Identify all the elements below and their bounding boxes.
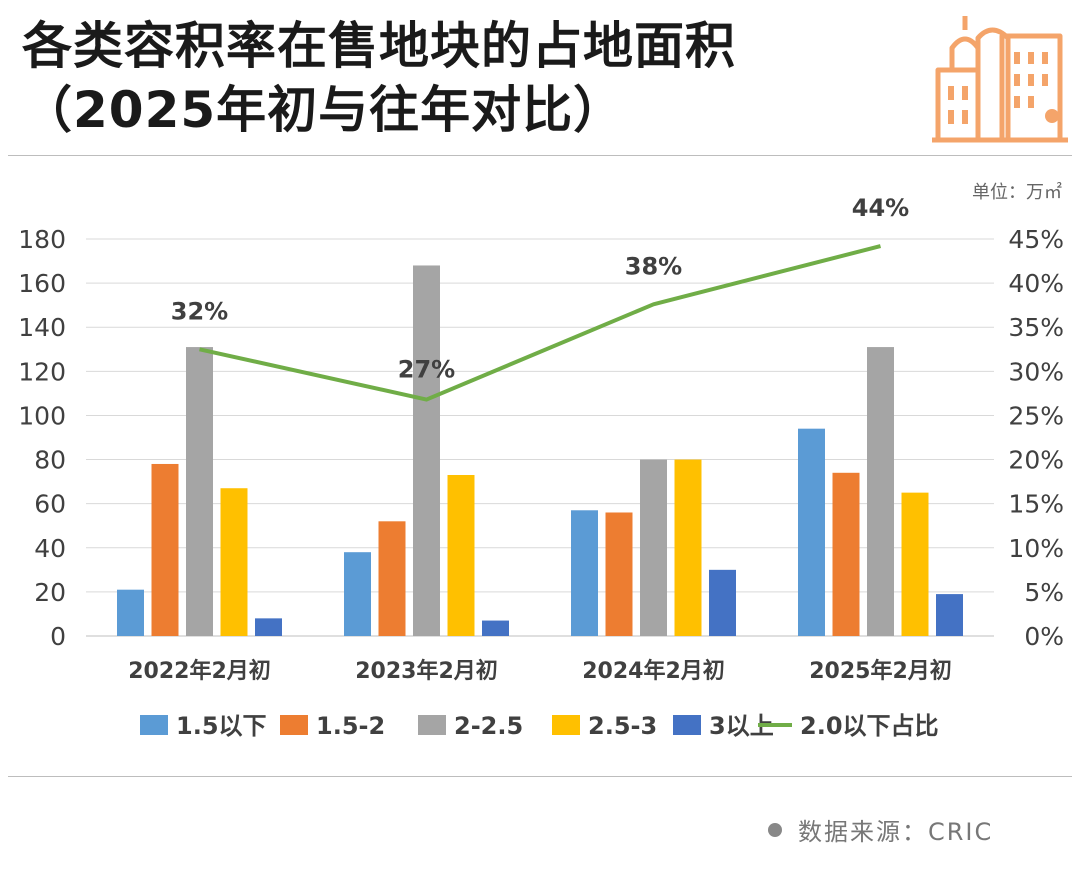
header-divider <box>8 155 1072 156</box>
bar-5 <box>482 620 509 636</box>
y-tick-label: 60 <box>34 490 66 519</box>
y2-tick-label: 35% <box>1008 313 1064 342</box>
y-tick-label: 140 <box>18 313 66 342</box>
bar-3 <box>867 347 894 636</box>
line-series <box>199 244 881 402</box>
title-line-1: 各类容积率在售地块的占地面积 <box>22 17 736 75</box>
legend-swatch <box>140 715 168 735</box>
y-tick-label: 40 <box>34 534 66 563</box>
bullet-dot-icon <box>768 822 782 837</box>
y2-tick-label: 15% <box>1008 490 1064 519</box>
bar-2 <box>378 521 406 636</box>
line-data-label: 38% <box>625 252 682 280</box>
unit-label: 单位：万㎡ <box>972 182 1062 203</box>
legend-swatch <box>552 715 580 735</box>
y2-tick-label: 45% <box>1008 225 1064 254</box>
x-category-label: 2023年2月初 <box>355 658 498 684</box>
y2-tick-label: 25% <box>1008 401 1064 430</box>
bar-1 <box>571 510 598 636</box>
y-tick-label: 120 <box>18 357 66 386</box>
x-category-label: 2022年2月初 <box>128 658 271 684</box>
bar-5 <box>709 569 736 636</box>
bar-3 <box>413 265 440 636</box>
legend-label: 2.5-3 <box>588 712 657 740</box>
bar-2 <box>151 463 179 636</box>
bar-1 <box>344 552 371 636</box>
bar-3 <box>186 347 213 636</box>
source-text: 数据来源：CRIC <box>798 818 994 846</box>
bar-line-chart: 0 20 40 60 80 100 120 140 160 180 0% 5% 10% 15% 20% 25%… <box>18 195 1064 740</box>
y-tick-label: 180 <box>18 225 66 254</box>
bar-4 <box>674 459 702 636</box>
y2-tick-label: 20% <box>1008 446 1064 475</box>
line-data-label: 27% <box>398 356 455 384</box>
y2-tick-label: 0% <box>1024 622 1064 651</box>
y-tick-label: 20 <box>34 578 66 607</box>
bar-1 <box>798 428 825 636</box>
bar-5 <box>936 594 963 636</box>
y-tick-label: 0 <box>50 622 66 651</box>
y2-tick-label: 30% <box>1008 357 1064 386</box>
city-buildings-icon <box>932 16 1068 143</box>
bar-2 <box>605 512 633 636</box>
y2-tick-label: 10% <box>1008 534 1064 563</box>
bar-4 <box>220 488 248 636</box>
footer-divider <box>8 776 1072 777</box>
chart-title: 各类容积率在售地块的占地面积 （2025年初与往年对比） <box>22 14 736 142</box>
legend-label: 1.5以下 <box>176 712 267 740</box>
bar-4 <box>901 492 929 636</box>
y-tick-label: 100 <box>18 401 66 430</box>
data-source: 数据来源：CRIC <box>768 812 993 847</box>
x-category-label: 2025年2月初 <box>809 658 952 684</box>
bar-3 <box>640 459 667 636</box>
legend-label: 2-2.5 <box>454 712 523 740</box>
x-category-label: 2024年2月初 <box>582 658 725 684</box>
legend-swatch <box>418 715 446 735</box>
bar-1 <box>117 589 144 636</box>
y2-tick-label: 40% <box>1008 269 1064 298</box>
line-data-label: 44% <box>852 195 909 222</box>
y-tick-label: 80 <box>34 446 66 475</box>
legend-swatch <box>673 715 701 735</box>
title-line-2: （2025年初与往年对比） <box>22 81 625 139</box>
legend-label: 1.5-2 <box>316 712 385 740</box>
line-data-label: 32% <box>171 297 228 325</box>
bar-5 <box>255 618 282 636</box>
legend-label: 2.0以下占比 <box>800 712 939 740</box>
y-tick-label: 160 <box>18 269 66 298</box>
y2-tick-label: 5% <box>1024 578 1064 607</box>
legend-swatch <box>280 715 308 735</box>
bar-2 <box>832 472 860 636</box>
bar-4 <box>447 474 475 636</box>
